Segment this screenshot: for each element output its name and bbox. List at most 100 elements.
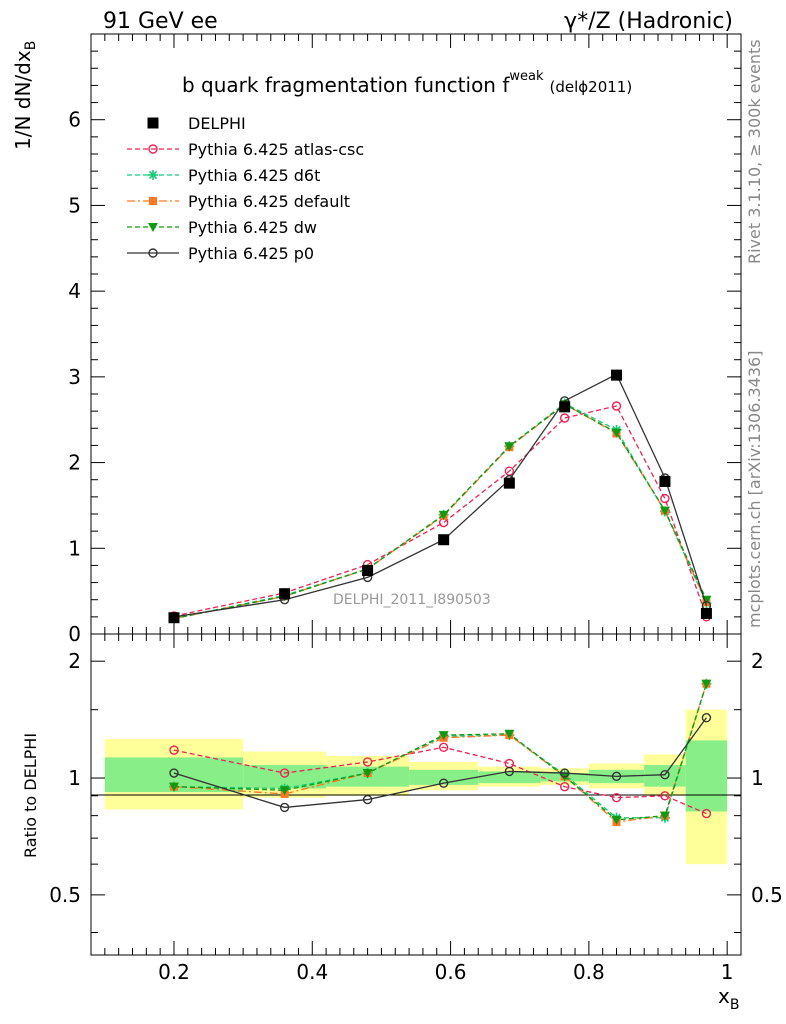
- ratio-point-pythia-6-425-atlas-csc: [362, 757, 373, 767]
- ratio-point-pythia-6-425-atlas-csc: [701, 808, 712, 819]
- point-pythia-6-425-dw: [611, 428, 622, 438]
- legend-label-pythia-6-425-dw: Pythia 6.425 dw: [188, 218, 317, 237]
- x-axis-label: xB: [718, 984, 739, 1013]
- point-delphi: [611, 369, 623, 381]
- point-delphi: [659, 475, 671, 487]
- y-tick-label: 3: [68, 365, 81, 389]
- uncertainty-band-inner: [478, 771, 541, 784]
- legend-label-pythia-6-425-default: Pythia 6.425 default: [188, 192, 350, 211]
- ratio-y-tick-label-left: 2: [68, 649, 81, 673]
- x-tick-label: 0.2: [158, 960, 190, 984]
- ratio-panel: 0.5 0.51 12 20.2 0.4 0.6 0.8 1 Ratio to DELPHI …: [21, 633, 783, 1013]
- x-axis-label-text: x: [718, 984, 730, 1008]
- ratio-point-pythia-6-425-atlas-csc: [611, 792, 622, 803]
- main-ticks: 0 1 2 3 4 5 6: [68, 33, 741, 646]
- legend-marker-pythia-6-425-d6t: [148, 170, 158, 180]
- y-axis-label-sub: B: [23, 41, 39, 51]
- ratio-point-pythia-6-425-atlas-csc: [559, 781, 570, 792]
- legend-label-pythia-6-425-p0: Pythia 6.425 p0: [188, 244, 314, 263]
- point-pythia-6-425-dw: [438, 510, 449, 520]
- point-delphi: [559, 401, 571, 413]
- ratio-point-pythia-6-425-p0: [660, 769, 670, 780]
- legend-marker-pythia-6-425-dw: [148, 223, 158, 232]
- header-left-label: 91 GeV ee: [103, 9, 218, 34]
- y-tick-label: 6: [68, 108, 81, 132]
- series-line-pythia-6-425-p0: [173, 373, 708, 618]
- ratio-y-tick-label-right: 1: [751, 766, 764, 790]
- ratio-point-pythia-6-425-atlas-csc: [169, 745, 179, 755]
- point-pythia-6-425-dw: [504, 442, 515, 452]
- ratio-ticks: 0.5 0.5 1 1 2 2 0.2 0.4 0.6 0.8 1: [49, 634, 783, 984]
- ratio-point-pythia-6-425-p0: [169, 768, 179, 778]
- header-right-label: γ*/Z (Hadronic): [564, 9, 733, 34]
- y-tick-label: 1: [68, 536, 81, 560]
- ratio-line-pythia-6-425-atlas-csc: [173, 746, 707, 815]
- ratio-point-pythia-6-425-atlas-csc: [504, 758, 515, 769]
- x-axis-label-sub: B: [730, 997, 740, 1013]
- main-series: [168, 369, 712, 624]
- ratio-point-pythia-6-425-p0: [701, 713, 712, 723]
- main-panel: b quark fragmentation function fweak (del…: [11, 33, 742, 646]
- main-title: b quark fragmentation function fweak (del…: [182, 69, 632, 97]
- main-title-sup: weak: [509, 69, 544, 84]
- legend-marker-delphi: [147, 117, 159, 129]
- ratio-point-pythia-6-425-dw: [438, 731, 449, 741]
- point-delphi: [700, 607, 712, 619]
- ratio-y-tick-label-left: 1: [68, 766, 81, 790]
- point-delphi: [362, 565, 374, 577]
- point-pythia-6-425-atlas-csc: [660, 493, 670, 504]
- point-pythia-6-425-dw: [659, 506, 670, 516]
- ratio-point-pythia-6-425-dw: [504, 729, 515, 739]
- legend-marker-pythia-6-425-atlas-csc: [148, 144, 158, 154]
- legend-marker-pythia-6-425-default: [149, 197, 157, 205]
- ratio-point-pythia-6-425-dw: [168, 782, 179, 792]
- ratio-point-pythia-6-425-atlas-csc: [438, 742, 449, 752]
- ratio-point-pythia-6-425-p0: [611, 771, 622, 782]
- point-delphi: [279, 588, 291, 600]
- series-line-pythia-6-425-atlas-csc: [173, 405, 708, 618]
- legend: DELPHI Pythia 6.425 atlas-csc Pythia 6.425…: [127, 114, 364, 263]
- x-tick-label: 0.4: [296, 960, 328, 984]
- main-title-suffix: (delϕ2011): [550, 78, 633, 96]
- y-axis-label: 1/N dN/dxB: [11, 41, 39, 150]
- y-tick-label: 0: [68, 622, 81, 646]
- ratio-frame: [90, 633, 742, 956]
- analysis-watermark: DELPHI_2011_I890503: [333, 592, 491, 608]
- y-axis-label-text: 1/N dN/dx: [11, 50, 35, 150]
- ratio-axis-label: Ratio to DELPHI: [21, 733, 40, 858]
- y-tick-label: 2: [68, 451, 81, 475]
- ratio-line-pythia-6-425-p0: [173, 717, 707, 809]
- point-pythia-6-425-atlas-csc: [559, 413, 570, 423]
- main-title-text: b quark fragmentation function f: [182, 73, 510, 97]
- y-tick-label: 4: [68, 279, 81, 303]
- ratio-series: [168, 678, 712, 827]
- ratio-point-pythia-6-425-p0: [559, 768, 570, 778]
- ratio-line-pythia-6-425-default: [173, 683, 708, 823]
- ratio-point-pythia-6-425-dw: [362, 769, 373, 779]
- legend-label-pythia-6-425-d6t: Pythia 6.425 d6t: [188, 166, 320, 185]
- mcplots-reference-label: mcplots.cern.ch [arXiv:1306.3436]: [745, 351, 764, 628]
- x-tick-label: 0.8: [573, 960, 605, 984]
- ratio-y-tick-label-left: 0.5: [49, 883, 81, 907]
- ratio-point-pythia-6-425-dw: [611, 815, 622, 825]
- ratio-point-pythia-6-425-p0: [438, 778, 449, 788]
- y-tick-label: 5: [68, 193, 81, 217]
- point-delphi: [168, 612, 180, 624]
- point-delphi: [438, 534, 450, 546]
- legend-marker-pythia-6-425-d6t-stroke: [148, 170, 158, 180]
- rivet-version-label: Rivet 3.1.10, ≥ 300k events: [745, 39, 764, 264]
- ratio-y-tick-label-right: 2: [751, 649, 764, 673]
- ratio-point-pythia-6-425-atlas-csc: [279, 768, 290, 778]
- ratio-point-pythia-6-425-dw: [659, 811, 670, 821]
- x-tick-label: 0.6: [435, 960, 467, 984]
- ratio-y-tick-label-right: 0.5: [751, 883, 783, 907]
- point-delphi: [503, 477, 515, 489]
- point-pythia-6-425-atlas-csc: [611, 401, 622, 411]
- legend-marker-pythia-6-425-p0: [148, 248, 158, 258]
- uncertainty-band-inner: [685, 740, 728, 812]
- x-tick-label: 1: [721, 960, 734, 984]
- legend-label-pythia-6-425-atlas-csc: Pythia 6.425 atlas-csc: [188, 140, 364, 159]
- ratio-point-pythia-6-425-dw: [279, 786, 290, 796]
- ratio-point-pythia-6-425-atlas-csc: [660, 791, 670, 801]
